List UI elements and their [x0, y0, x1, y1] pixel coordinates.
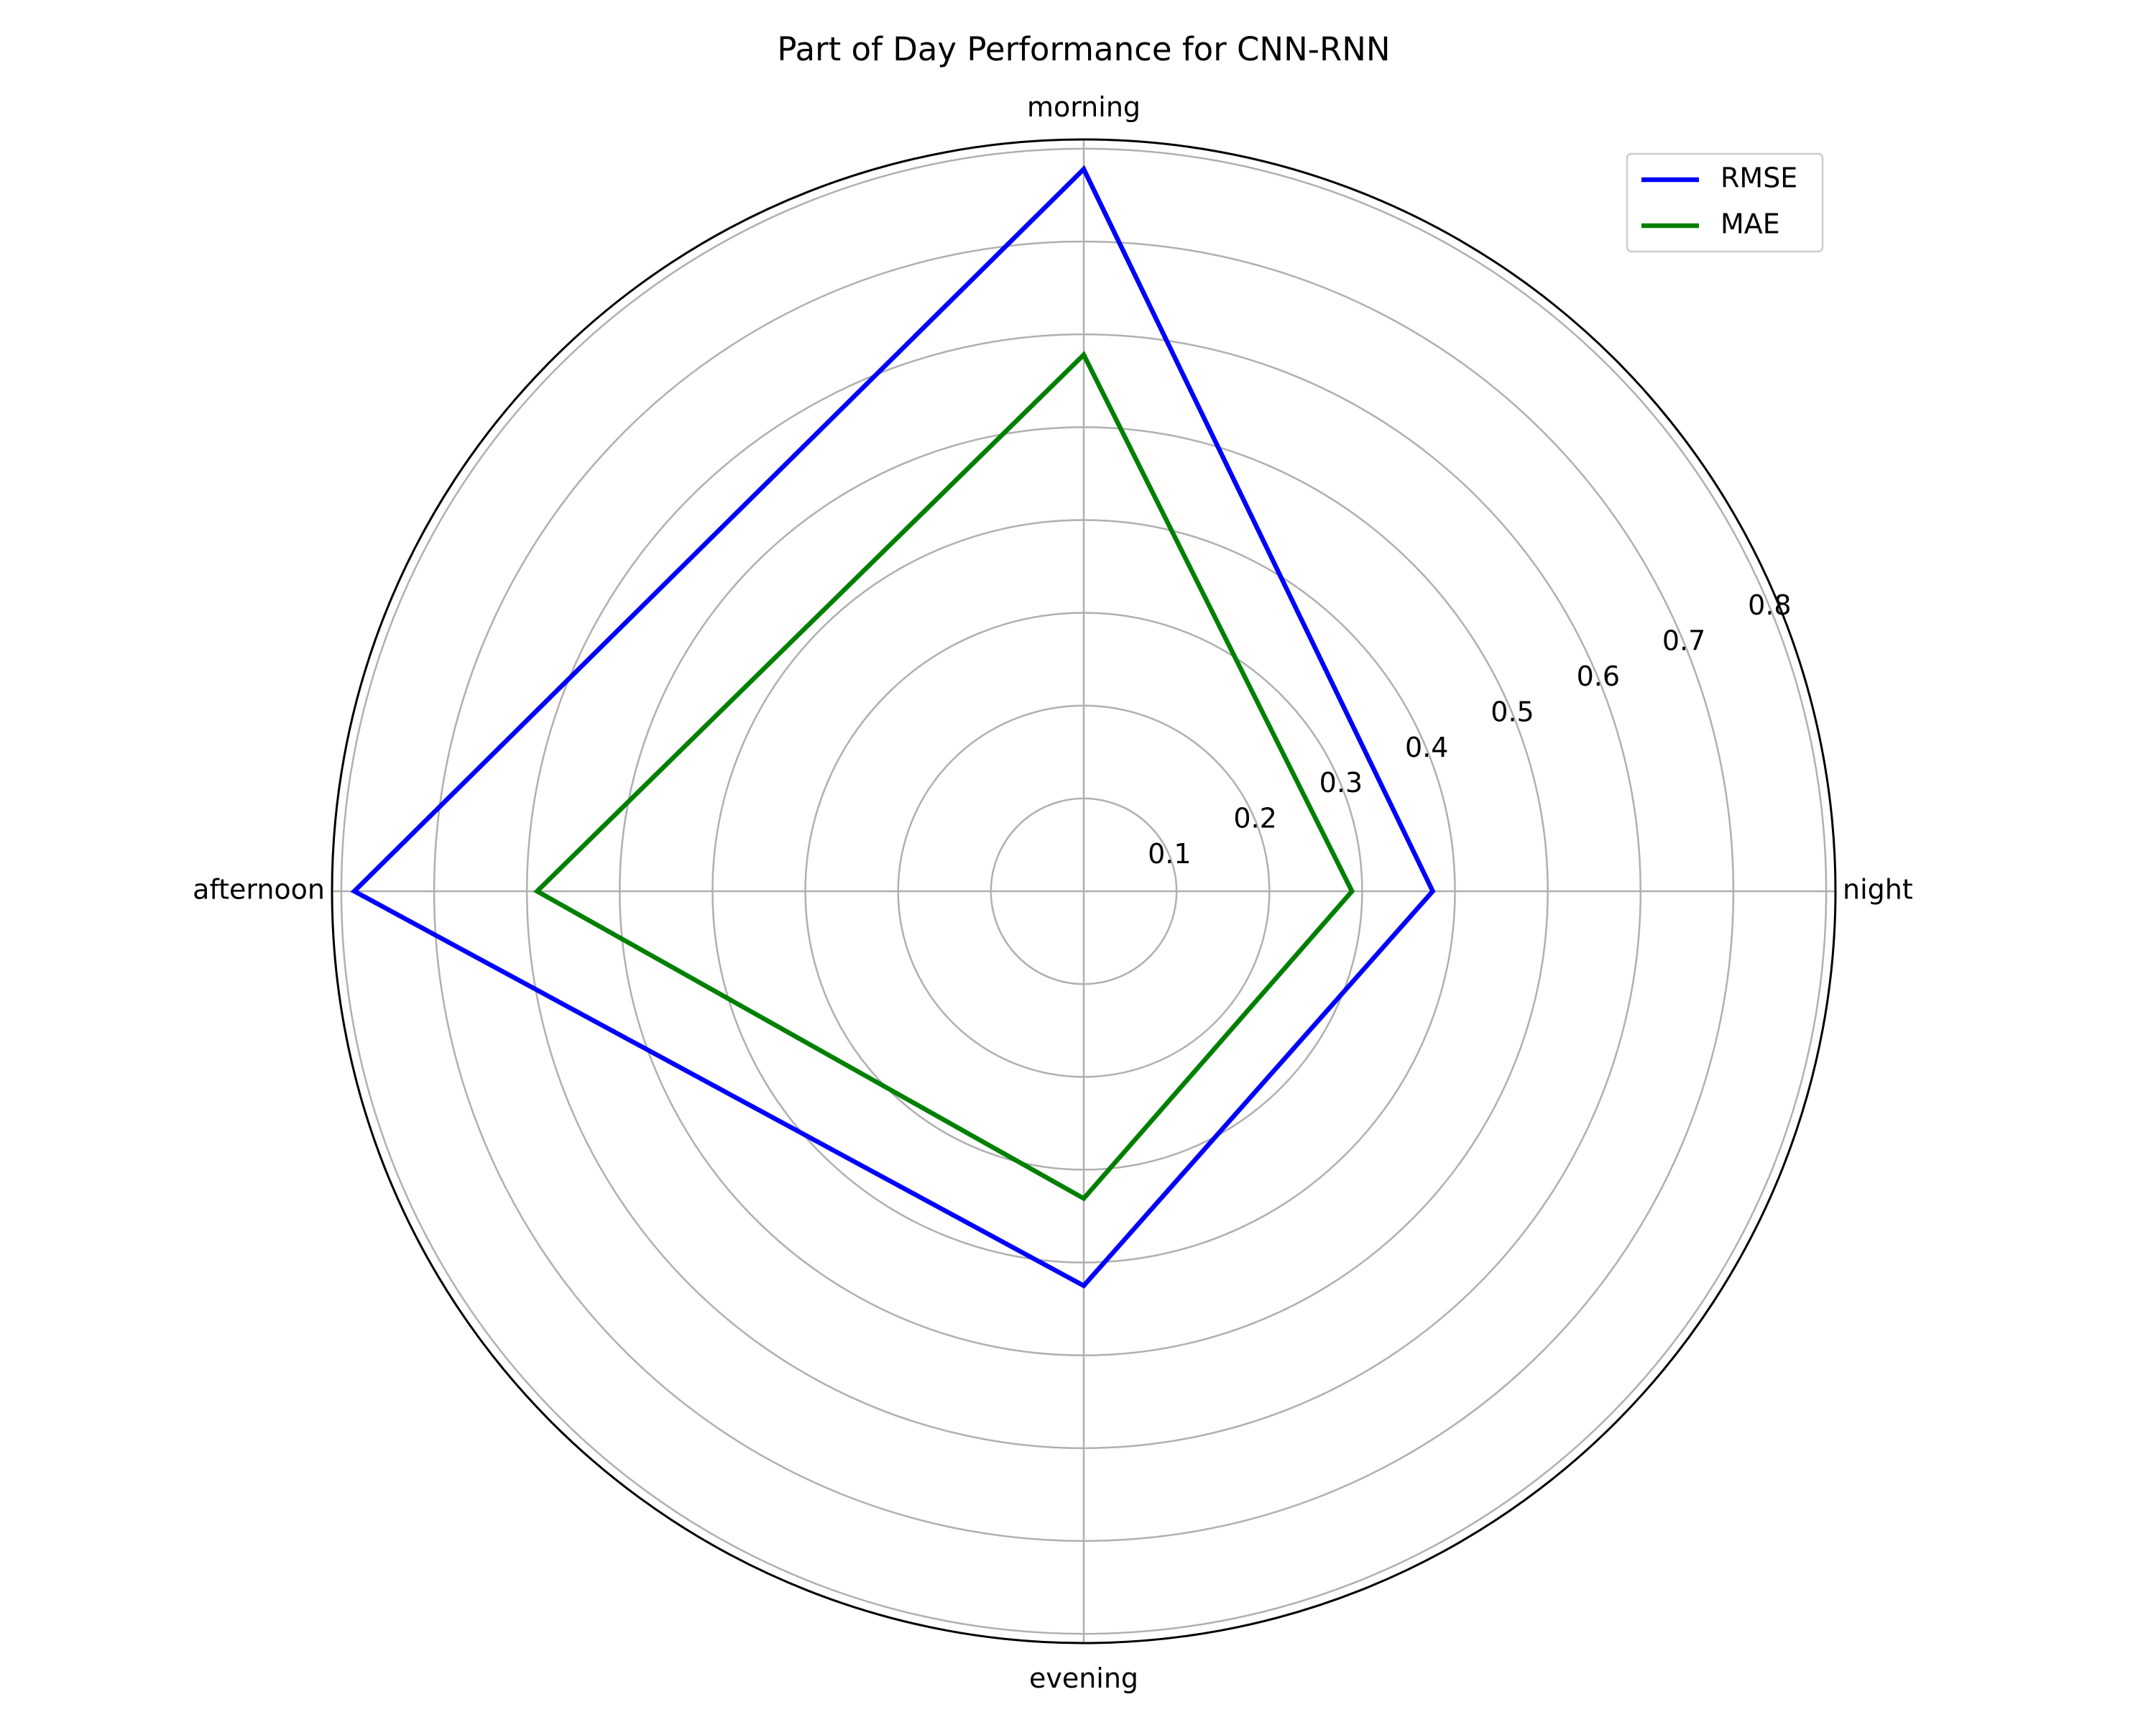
category-label-morning: morning: [1027, 91, 1141, 123]
data-point-rmse-morning: [1082, 167, 1086, 172]
category-label-evening: evening: [1029, 1662, 1138, 1694]
category-label-afternoon: afternoon: [193, 874, 325, 906]
radial-tick-label: 0.8: [1748, 589, 1791, 621]
radial-tick-label: 0.1: [1148, 838, 1191, 870]
label-layer: night morning afternoon evening 0.1 0.2 0.3 0.4…: [193, 91, 1913, 1694]
data-point-mae-night: [1350, 889, 1355, 893]
radial-grid: [331, 138, 1837, 1644]
data-point-rmse-night: [1430, 889, 1435, 893]
data-point-mae-morning: [1082, 352, 1086, 357]
data-point-rmse-afternoon: [351, 889, 356, 893]
radial-tick-label: 0.2: [1233, 803, 1276, 834]
radial-tick-label: 0.4: [1405, 732, 1448, 763]
data-point-mae-evening: [1082, 1196, 1086, 1201]
radial-tick-label: 0.6: [1577, 661, 1620, 692]
chart-title: Part of Day Performance for CNN-RNN: [777, 30, 1390, 68]
category-label-night: night: [1843, 874, 1913, 906]
radial-tick-label: 0.3: [1319, 767, 1363, 799]
data-point-rmse-evening: [1082, 1283, 1086, 1288]
legend: RMSE MAE: [1626, 152, 1824, 253]
radial-tick-label: 0.7: [1662, 625, 1705, 657]
data-point-mae-afternoon: [535, 889, 540, 893]
outer-frame: [331, 138, 1837, 1644]
series-layer: [350, 165, 1436, 1289]
legend-label-mae: MAE: [1720, 208, 1780, 240]
legend-label-rmse: RMSE: [1720, 162, 1797, 194]
radial-tick-label: 0.5: [1491, 696, 1534, 727]
